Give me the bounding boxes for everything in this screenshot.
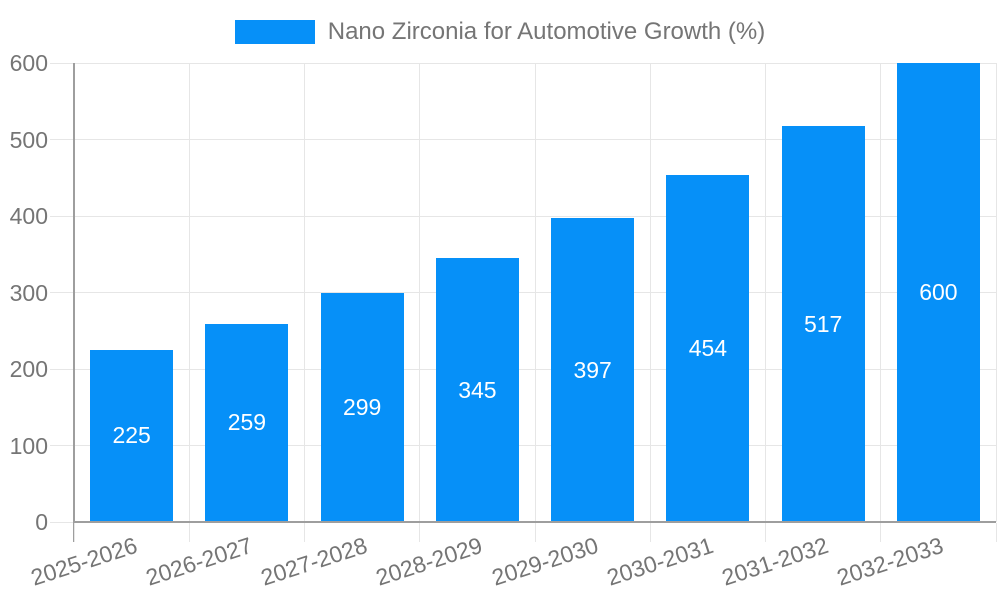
y-tick-mark: [50, 521, 74, 523]
bar[interactable]: 397: [551, 218, 635, 522]
bar[interactable]: 225: [90, 349, 174, 522]
x-tick-label: 2031-2032: [718, 531, 832, 591]
x-tick-mark: [880, 523, 882, 542]
y-tick-label: 400: [9, 203, 48, 229]
bar-value-label: 225: [112, 422, 151, 449]
v-gridline: [304, 63, 305, 522]
x-tick-label: 2028-2029: [373, 531, 486, 591]
v-gridline: [188, 63, 190, 522]
x-tick-label: 2029-2030: [488, 531, 601, 591]
x-tick-label: 2026-2027: [142, 531, 256, 591]
bar[interactable]: 299: [320, 293, 404, 522]
x-tick-mark: [649, 523, 651, 542]
bar[interactable]: 517: [781, 126, 865, 522]
x-tick-mark: [765, 523, 766, 542]
y-tick-label: 0: [35, 509, 48, 535]
y-tick-label: 200: [9, 356, 48, 382]
bar-value-label: 454: [688, 334, 728, 361]
y-tick-label: 300: [9, 279, 48, 306]
bar[interactable]: 454: [666, 174, 750, 522]
v-gridline: [880, 63, 882, 522]
bar-value-label: 345: [458, 376, 497, 403]
bar[interactable]: 600: [896, 63, 980, 522]
x-tick-mark: [73, 523, 75, 542]
y-axis-line: [73, 63, 75, 542]
y-tick-label: 100: [9, 432, 48, 459]
x-tick-label: 2030-2031: [603, 531, 717, 591]
y-tick-mark: [50, 215, 74, 217]
x-tick-mark: [188, 523, 190, 542]
x-tick-mark: [304, 523, 305, 542]
bar-value-label: 259: [227, 409, 267, 436]
v-gridline: [649, 63, 651, 522]
legend-label: Nano Zirconia for Automotive Growth (%): [327, 18, 766, 45]
y-tick-mark: [50, 292, 74, 293]
legend-item[interactable]: Nano Zirconia for Automotive Growth (%): [0, 18, 1000, 46]
x-tick-label: 2025-2026: [27, 531, 140, 591]
y-tick-mark: [50, 62, 74, 64]
x-tick-label: 2032-2033: [834, 531, 947, 591]
v-gridline: [995, 63, 997, 522]
bar[interactable]: 259: [205, 323, 289, 522]
y-tick-label: 600: [9, 50, 48, 76]
y-tick-mark: [50, 368, 74, 370]
x-axis-line: [74, 521, 996, 523]
v-gridline: [534, 63, 536, 522]
bar-value-label: 397: [573, 356, 612, 383]
x-tick-mark: [995, 523, 997, 542]
y-tick-label: 500: [9, 126, 48, 153]
y-tick-mark: [50, 139, 74, 140]
y-tick-mark: [50, 445, 74, 446]
v-gridline: [765, 63, 766, 522]
x-tick-label: 2027-2028: [257, 531, 371, 591]
x-tick-mark: [534, 523, 536, 542]
v-gridline: [419, 63, 421, 522]
bar-value-label: 600: [919, 279, 958, 305]
bar-value-label: 517: [803, 310, 843, 337]
legend-swatch: [234, 20, 315, 44]
bar-value-label: 299: [342, 394, 382, 421]
x-tick-mark: [419, 523, 421, 542]
bar[interactable]: 345: [435, 258, 519, 522]
